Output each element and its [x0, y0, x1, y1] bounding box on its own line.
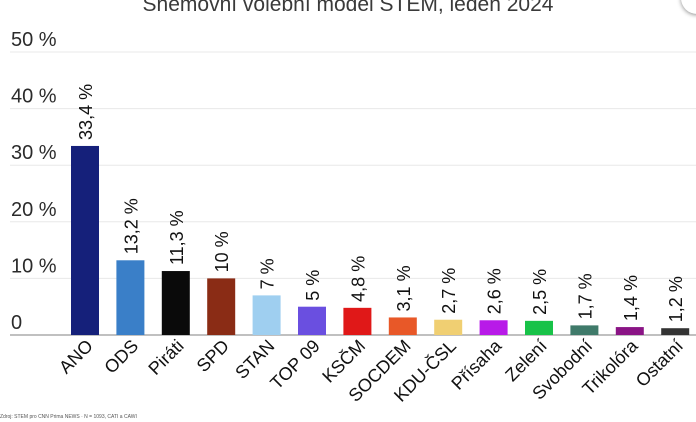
- y-tick-label: 30 %: [11, 142, 57, 164]
- bar-11[interactable]: [570, 325, 598, 335]
- bar-10[interactable]: [525, 321, 553, 335]
- bar-13[interactable]: [661, 328, 689, 335]
- value-label: 2,6 %: [485, 268, 505, 314]
- value-label: 13,2 %: [121, 198, 141, 254]
- value-label: 10 %: [212, 231, 232, 272]
- y-tick-label: 10 %: [11, 255, 57, 277]
- value-label: 11,3 %: [167, 210, 187, 265]
- value-label: 1,2 %: [666, 276, 686, 322]
- y-tick-labels: 0 10 % 20 % 30 % 40 % 50 %: [11, 29, 57, 334]
- value-label: 33,4 %: [76, 84, 96, 140]
- value-label: 4,8 %: [348, 256, 368, 302]
- bar-9[interactable]: [480, 320, 508, 335]
- value-label: 1,4 %: [621, 275, 641, 321]
- bar-6[interactable]: [343, 308, 371, 335]
- value-label: 2,7 %: [439, 268, 459, 314]
- bar-2[interactable]: [162, 271, 190, 335]
- bar-chart: 0 10 % 20 % 30 % 40 % 50 % 33,4 % 13,2 % 11,3 %…: [0, 0, 696, 422]
- value-label: 5 %: [303, 270, 323, 301]
- bar-8[interactable]: [434, 320, 462, 335]
- bar-12[interactable]: [616, 327, 644, 335]
- category-label: SPD: [193, 336, 233, 376]
- value-label: 7 %: [258, 258, 278, 289]
- category-label: Ostatní: [632, 336, 687, 391]
- bar-5[interactable]: [298, 307, 326, 335]
- y-tick-label: 50 %: [11, 29, 57, 51]
- category-label: Piráti: [144, 336, 187, 379]
- value-label: 2,5 %: [530, 269, 550, 315]
- category-label: Přísaha: [447, 335, 506, 394]
- bar-3[interactable]: [207, 278, 235, 335]
- bar-0[interactable]: [71, 146, 99, 335]
- y-tick-label: 40 %: [11, 86, 57, 108]
- y-tick-label: 20 %: [11, 199, 57, 221]
- bar-7[interactable]: [389, 317, 417, 335]
- source-note: Zdroj: STEM pro CNN Prima NEWS · N = 109…: [0, 414, 137, 420]
- y-tick-label: 0: [11, 312, 22, 334]
- category-label: TOP 09: [266, 336, 324, 394]
- category-label: ODS: [100, 336, 142, 378]
- category-label: ANO: [55, 336, 97, 378]
- value-label: 1,7 %: [575, 273, 595, 319]
- bar-1[interactable]: [116, 260, 144, 335]
- value-label: 3,1 %: [394, 265, 414, 311]
- bar-4[interactable]: [253, 295, 281, 335]
- bars: [71, 146, 689, 335]
